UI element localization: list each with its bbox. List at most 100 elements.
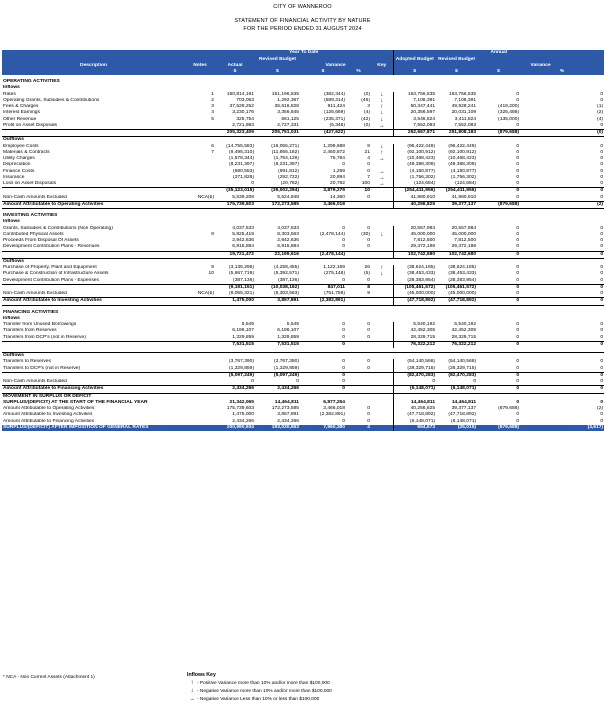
table-row: Fees & Charges 3 37,528,252 36,616,828 911,4… bbox=[2, 104, 604, 111]
variance-annual-percent: (2) bbox=[597, 110, 604, 116]
variance-annual-amount: 0 bbox=[516, 399, 520, 405]
revised-budget-annual: 7,552,083 bbox=[454, 122, 477, 128]
variance-key-icon: → bbox=[378, 174, 385, 181]
table-row: 205,323,409 205,751,031 (427,622) 252,667,8… bbox=[2, 128, 605, 137]
table-row: 7,531,515 7,531,515 0 76,322,212 76,322,212 0… bbox=[2, 340, 605, 348]
table-row: SURPLUS/(DEFICIT) AT THE START OF THE FI… bbox=[2, 399, 604, 406]
table-row: Proceeds From Disposal Of Assets 2,942,63… bbox=[2, 238, 604, 245]
revised-budget-ytd: (8,303,563) bbox=[273, 291, 299, 297]
adopted-budget: (45,000,000) bbox=[392, 291, 437, 298]
unit-dollar: $ bbox=[392, 68, 437, 75]
adopted-budget: 7,812,500 bbox=[392, 238, 437, 245]
row-description: Purchase & Construction of Infrastructur… bbox=[3, 271, 109, 277]
row-description: Utility Charges bbox=[3, 156, 35, 162]
variance-key-icon bbox=[371, 297, 394, 306]
row-description bbox=[2, 187, 185, 195]
variance-ytd-percent bbox=[346, 297, 371, 306]
actual-ytd: (35,123,015) bbox=[215, 187, 255, 195]
revised-budget-ytd: 7,531,515 bbox=[255, 340, 300, 348]
variance-annual-percent: 0 bbox=[600, 181, 604, 187]
actual-ytd: 160,814,191 bbox=[226, 91, 254, 97]
adopted-budget: 0 bbox=[392, 379, 437, 386]
table-row: SURPLUS/(DEFICIT) AFTER IMPOSITION OF GE… bbox=[2, 424, 605, 431]
key-item-positive: ↑ - Positive Variance more than 10% and/o… bbox=[187, 680, 330, 686]
revised-budget-ytd: (5,097,249) bbox=[255, 371, 300, 379]
actual-ytd: 175,739,603 bbox=[215, 200, 255, 210]
variance-ytd-amount: 0 bbox=[342, 162, 345, 168]
adopted-budget: 7,552,083 bbox=[392, 122, 437, 130]
row-description: Purchase of Property, Plant and Equipmen… bbox=[3, 265, 97, 271]
actual-ytd: 19,721,472 bbox=[215, 250, 255, 259]
variance-ytd-percent: 0 bbox=[367, 238, 370, 244]
row-description: Depreciation bbox=[3, 162, 31, 168]
variance-annual-percent: 0 bbox=[600, 194, 604, 200]
actual-ytd: 0 bbox=[251, 379, 254, 385]
table-row: MOVEMENT IN SURPLUS OR DEFICIT bbox=[2, 393, 604, 400]
variance-ytd-amount: 3,466,018 bbox=[300, 200, 346, 210]
revised-budget-annual: 102,742,680 bbox=[436, 250, 478, 259]
variance-ytd-percent: 0 bbox=[367, 168, 370, 174]
variance-annual-amount: 0 bbox=[516, 334, 520, 340]
revised-budget-annual: (96,422,449) bbox=[448, 143, 477, 149]
adopted-budget: 76,322,212 bbox=[392, 340, 437, 348]
adopted-budget: (92,100,912) bbox=[392, 149, 437, 156]
revised-budget-annual: (54,140,568) bbox=[448, 359, 477, 365]
variance-annual-amount: 0 bbox=[516, 225, 520, 231]
row-description: MOVEMENT IN SURPLUS OR DEFICIT bbox=[3, 393, 92, 399]
variance-annual-amount: 0 bbox=[516, 149, 520, 155]
col-actual: Actual bbox=[215, 62, 255, 69]
variance-annual-percent: 0 bbox=[600, 418, 604, 424]
adopted-budget: 29,372,196 bbox=[392, 244, 437, 251]
revised-budget-ytd: (4,258,455) bbox=[273, 265, 299, 271]
variance-annual-percent: 0 bbox=[600, 156, 604, 162]
variance-annual-amount: (879,688) bbox=[498, 406, 520, 412]
variance-ytd-amount: 0 bbox=[342, 238, 345, 244]
subheading-row: Outflows bbox=[2, 257, 605, 265]
actual-ytd: (5,667,719) bbox=[228, 271, 254, 277]
variance-annual-percent bbox=[520, 393, 604, 400]
revised-budget-annual: (49,388,309) bbox=[448, 162, 477, 168]
unit-percent: % bbox=[346, 68, 371, 75]
table-row: Loss on Asset Disposals 0 (20,782) 20,782 10… bbox=[2, 181, 604, 188]
variance-ytd-amount: 0 bbox=[342, 334, 345, 340]
revised-budget-annual: (82,470,283) bbox=[436, 371, 478, 379]
revised-budget-ytd: 0 bbox=[296, 379, 299, 385]
row-note: 3 bbox=[211, 104, 214, 110]
variance-key-icon bbox=[371, 250, 394, 259]
actual-ytd: (271,828) bbox=[233, 174, 254, 180]
variance-annual-amount: 0 bbox=[516, 162, 520, 168]
row-description: Profit on Asset Disposals bbox=[3, 122, 58, 128]
revised-budget-ytd: 172,273,585 bbox=[255, 200, 300, 210]
variance-ytd-percent: 0 bbox=[367, 225, 370, 231]
unit-dollar: $ bbox=[477, 68, 521, 75]
variance-ytd-amount: (235,371) bbox=[324, 116, 345, 122]
section-heading-row: OPERATING ACTIVITIES bbox=[2, 79, 604, 85]
variance-key-icon: ↓ bbox=[380, 97, 384, 104]
actual-ytd: (3,767,390) bbox=[228, 359, 254, 365]
table-row: Rates 1 160,814,191 161,196,535 (382,344) (0)… bbox=[2, 91, 604, 98]
row-note bbox=[185, 297, 215, 306]
table-row: Amount Attributable to Operating Activit… bbox=[2, 406, 604, 413]
variance-key-icon: ↓ bbox=[380, 110, 384, 117]
adopted-budget: (6,148,071) bbox=[392, 385, 437, 394]
revised-budget-ytd: 3,356,845 bbox=[277, 110, 299, 116]
table-row: 19,721,472 22,199,616 (2,478,144) 102,742,6… bbox=[2, 250, 605, 259]
ytd-group-header: Year To Date bbox=[215, 50, 394, 57]
variance-ytd-amount: 0 bbox=[300, 371, 346, 379]
adopted-budget: (124,684) bbox=[392, 181, 437, 188]
variance-annual-amount: 0 bbox=[516, 168, 520, 174]
key-item-neutral: → - Negative Variance Less than 10% or le… bbox=[187, 696, 319, 702]
row-note bbox=[185, 385, 215, 394]
row-description: Development Contribution Plans - Expense… bbox=[3, 277, 99, 283]
adopted-budget bbox=[392, 393, 437, 400]
revised-budget-annual: 49,928,241 bbox=[451, 104, 477, 110]
table-row: Amount Attributable to Financing Activit… bbox=[2, 385, 605, 394]
row-description: Outflows bbox=[2, 136, 185, 144]
variance-ytd-amount: 911,424 bbox=[327, 104, 345, 110]
variance-annual-percent: 0 bbox=[600, 162, 604, 168]
variance-annual-amount: (679,688) bbox=[477, 424, 521, 431]
row-note bbox=[185, 393, 215, 400]
variance-ytd-percent bbox=[346, 385, 371, 394]
revised-budget-annual: (124,684) bbox=[455, 181, 477, 187]
variance-annual-percent: 0 bbox=[600, 379, 604, 385]
